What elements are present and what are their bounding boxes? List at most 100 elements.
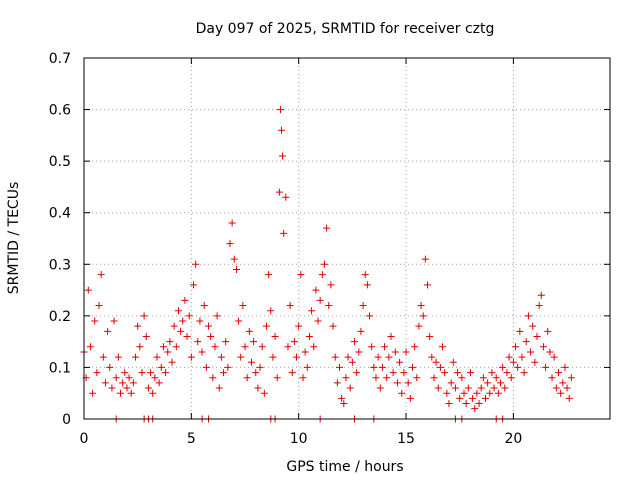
data-point (136, 343, 144, 351)
plot-frame (83, 57, 611, 420)
data-point (561, 363, 569, 371)
y-tick-labels: 0 0.1 0.2 0.3 0.4 0.5 0.6 0.7 (49, 51, 71, 428)
data-point (215, 384, 223, 392)
data-point (546, 348, 554, 356)
data-point (537, 291, 545, 299)
data-point (114, 353, 122, 361)
y-tick-label: 0 (62, 412, 71, 428)
data-point (288, 369, 296, 377)
data-point (250, 338, 258, 346)
data-point (454, 369, 462, 377)
data-point (144, 384, 152, 392)
data-point (189, 281, 197, 289)
x-tick-label: 5 (187, 431, 196, 447)
data-point (228, 219, 236, 227)
data-point (318, 271, 326, 279)
data-point (123, 384, 131, 392)
data-point (490, 384, 498, 392)
x-tick-labels: 0 5 10 15 20 (80, 431, 523, 447)
data-point (460, 389, 468, 397)
data-point (91, 317, 99, 325)
data-point (95, 302, 103, 310)
y-tick-label: 0.7 (49, 51, 71, 67)
data-point (385, 353, 393, 361)
data-point (458, 374, 466, 382)
data-point (142, 332, 150, 340)
data-point (542, 363, 550, 371)
data-point (153, 353, 161, 361)
data-point (346, 384, 354, 392)
data-point (303, 363, 311, 371)
y-tick-label: 0.3 (49, 257, 71, 273)
data-point (393, 379, 401, 387)
data-point (497, 379, 505, 387)
data-point (499, 363, 507, 371)
data-point (273, 374, 281, 382)
data-point (282, 193, 290, 201)
data-point (357, 327, 365, 335)
data-point (205, 322, 213, 330)
data-points (80, 106, 575, 423)
data-point (147, 369, 155, 377)
data-point (162, 369, 170, 377)
data-point (368, 343, 376, 351)
data-point (149, 389, 157, 397)
data-point (325, 302, 333, 310)
data-point (256, 363, 264, 371)
data-point (503, 369, 511, 377)
data-point (481, 394, 489, 402)
x-tick-label: 20 (504, 431, 522, 447)
data-point (469, 394, 477, 402)
data-point (106, 363, 114, 371)
data-point (439, 343, 447, 351)
data-point (449, 358, 457, 366)
data-point (355, 348, 363, 356)
data-point (492, 374, 500, 382)
data-point (441, 369, 449, 377)
data-point (323, 224, 331, 232)
data-point (200, 302, 208, 310)
data-point (557, 389, 565, 397)
x-tick-label: 15 (397, 431, 415, 447)
data-point (84, 286, 92, 294)
data-point (155, 379, 163, 387)
data-point (374, 353, 382, 361)
data-point (276, 106, 284, 114)
data-point (101, 379, 109, 387)
data-point (89, 389, 97, 397)
y-tick-label: 0.6 (49, 103, 71, 119)
data-point (202, 363, 210, 371)
data-point (138, 369, 146, 377)
data-point (563, 384, 571, 392)
data-point (258, 343, 266, 351)
data-point (127, 389, 135, 397)
data-point (170, 322, 178, 330)
data-point (230, 255, 238, 263)
data-point (408, 363, 416, 371)
data-point (293, 353, 301, 361)
data-point (166, 338, 174, 346)
data-point (479, 374, 487, 382)
data-point (232, 265, 240, 273)
data-point (262, 322, 270, 330)
data-point (378, 363, 386, 371)
data-point (436, 363, 444, 371)
data-point (237, 353, 245, 361)
data-point (151, 374, 159, 382)
y-tick-label: 0.5 (49, 154, 71, 170)
data-point (125, 374, 133, 382)
data-point (387, 332, 395, 340)
data-point (342, 374, 350, 382)
data-point (314, 317, 322, 325)
data-point (430, 374, 438, 382)
data-point (316, 296, 324, 304)
data-point (376, 384, 384, 392)
data-point (179, 317, 187, 325)
data-point (290, 338, 298, 346)
data-point (443, 389, 451, 397)
data-point (554, 369, 562, 377)
data-point (243, 374, 251, 382)
data-point (559, 379, 567, 387)
data-point (222, 338, 230, 346)
